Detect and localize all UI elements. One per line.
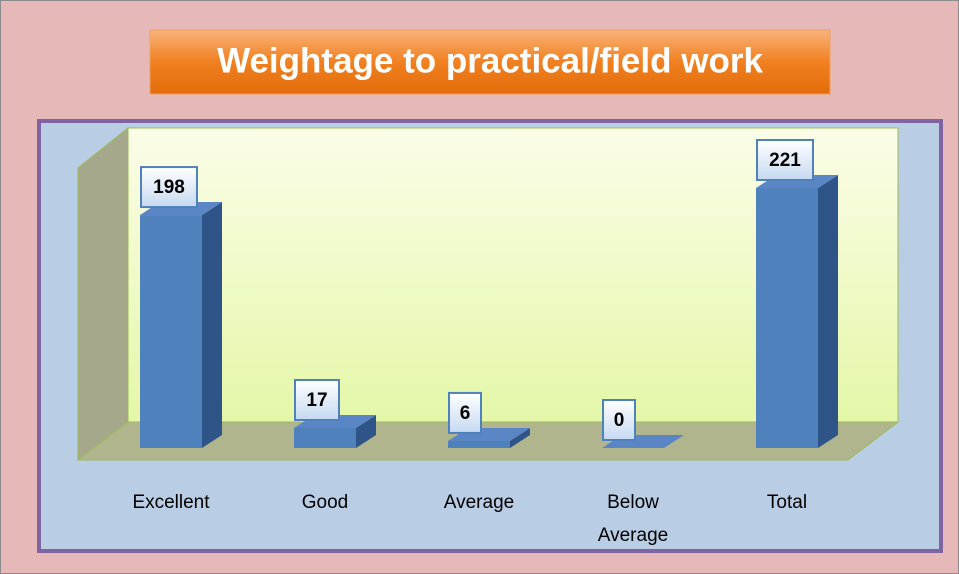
bar xyxy=(448,440,510,448)
value-label-box xyxy=(140,166,198,209)
bar-side xyxy=(356,415,376,448)
x-tick-label: Excellent xyxy=(132,492,210,513)
side-wall xyxy=(77,126,129,462)
chart-title: Weightage to practical/field work xyxy=(217,41,763,80)
bar-side xyxy=(202,202,222,448)
x-tick-label: Total xyxy=(766,492,808,513)
bar-side xyxy=(510,427,530,448)
value-label-box xyxy=(294,379,340,421)
bar xyxy=(756,188,818,448)
x-tick-label: Good xyxy=(301,492,349,513)
value-label-box xyxy=(448,391,482,434)
x-tick-label: Average xyxy=(443,492,515,513)
value-label-box xyxy=(602,399,636,441)
value-label: 221 xyxy=(769,150,801,171)
value-label: 0 xyxy=(614,410,625,431)
value-label: 6 xyxy=(460,403,471,424)
title-box xyxy=(149,29,831,95)
bar-side xyxy=(818,175,838,448)
bar xyxy=(294,428,356,448)
value-label-box xyxy=(756,139,814,181)
value-label: 198 xyxy=(153,177,185,198)
bar xyxy=(140,215,202,448)
value-label: 17 xyxy=(306,390,327,411)
x-tick-label: Below Average xyxy=(597,492,669,546)
